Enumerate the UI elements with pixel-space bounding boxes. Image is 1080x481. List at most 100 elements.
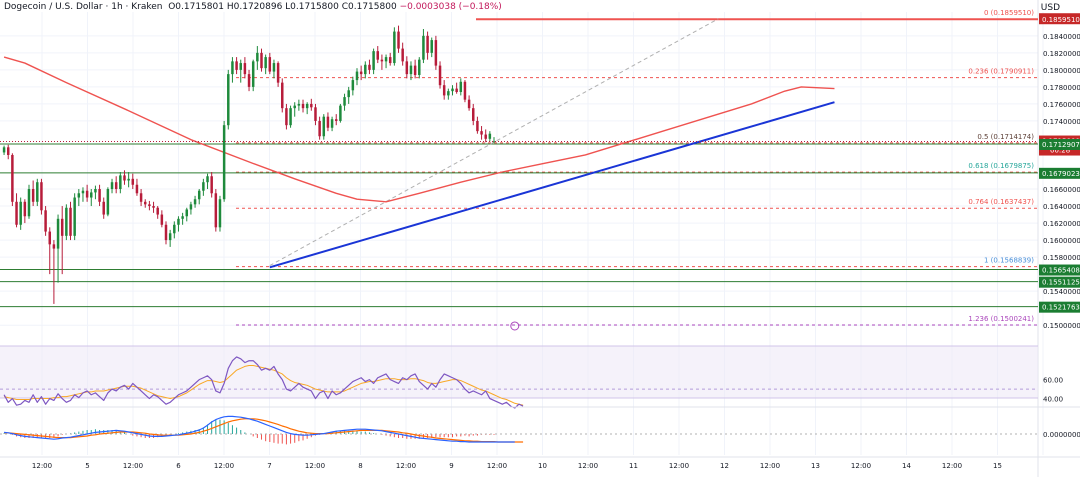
price-tick-label: 0.1660000 [1043, 186, 1080, 194]
candle-body [442, 85, 446, 96]
ohlc-low: L0.1715800 [285, 2, 339, 12]
candle-body [355, 71, 359, 81]
candle-body [281, 82, 284, 109]
price-tick-label: 0.1640000 [1043, 203, 1080, 211]
rsi-line [3, 356, 524, 409]
candle-body [384, 57, 388, 62]
candle-body [160, 214, 164, 225]
rsi-tick-label: 40.00 [1043, 396, 1063, 404]
candle-body [451, 88, 454, 92]
candle-body [264, 57, 267, 69]
candle-body [484, 134, 487, 139]
candle-body [52, 244, 56, 249]
level-price-badge [1039, 264, 1080, 276]
candle-body [293, 105, 296, 109]
candle-body [397, 31, 400, 49]
candle-body [305, 103, 309, 109]
candle-body [339, 105, 342, 121]
candle-body [214, 193, 218, 228]
macd-signal-line [4, 418, 524, 443]
candle-body [139, 193, 143, 202]
candle-body [222, 125, 226, 200]
candle-body [185, 209, 189, 217]
candle-body [388, 57, 392, 64]
candle-body [98, 189, 101, 202]
candle-body [102, 201, 105, 215]
time-tick-label: 12 [720, 462, 729, 470]
candle-body [60, 218, 64, 236]
candle-body [301, 103, 305, 109]
candle-body [272, 63, 276, 72]
candle-body [173, 224, 176, 234]
time-tick-label: 14 [902, 462, 911, 470]
time-tick-label: 10 [538, 462, 547, 470]
candle-body [94, 189, 97, 193]
level-price-badge [1039, 301, 1080, 313]
candle-body [297, 103, 301, 106]
candle-body [15, 201, 18, 225]
candle-body [90, 192, 93, 198]
candle-body [218, 199, 222, 228]
candle-body [368, 64, 371, 70]
time-tick-label: 7 [267, 462, 271, 470]
level-price-label: 0.1679023 [1042, 170, 1080, 178]
time-tick-label: 12:00 [851, 462, 871, 470]
candle-body [231, 61, 234, 75]
candle-body [11, 154, 14, 202]
candle-body [447, 91, 450, 96]
candle-body [143, 201, 147, 205]
price-tick-label: 0.1740000 [1043, 118, 1080, 126]
candle-body [401, 48, 404, 62]
candle-body [463, 81, 467, 100]
candle-body [334, 119, 338, 121]
candle-body [289, 108, 292, 126]
candle-body [455, 88, 458, 92]
candle-body [36, 182, 39, 202]
price-tick-label: 0.1780000 [1043, 84, 1080, 92]
time-tick-label: 12:00 [32, 462, 52, 470]
candle-body [322, 116, 326, 137]
candle-body [372, 51, 375, 70]
level-price-badge [1039, 276, 1080, 288]
candle-body [434, 40, 438, 66]
fib-level-label: 0.5 (0.1714174) [977, 133, 1034, 141]
time-tick-label: 12:00 [487, 462, 507, 470]
top-level-badge [1039, 13, 1080, 25]
candle-body [276, 63, 280, 83]
candle-body [243, 63, 247, 75]
candle-body [418, 59, 421, 75]
countdown-timer: 00:28 [1050, 147, 1070, 155]
candle-body [135, 184, 139, 194]
currency-label[interactable]: USD [1040, 3, 1060, 13]
candle-body [156, 207, 159, 215]
ohlc-open: O0.1715801 [168, 2, 224, 12]
candle-body [123, 175, 126, 181]
candle-body [256, 52, 259, 62]
candle-body [85, 190, 89, 198]
candle-body [206, 176, 209, 183]
candle-body [310, 103, 313, 108]
candle-body [488, 133, 492, 139]
price-tick-label: 0.1760000 [1043, 101, 1080, 109]
candle-body [27, 189, 31, 217]
symbol-name: Dogecoin / U.S. Dollar · 1h · Kraken [4, 2, 163, 12]
candle-body [239, 63, 242, 70]
candle-body [343, 97, 346, 106]
fib-level-label: 1 (0.1568839) [984, 257, 1034, 265]
candle-body [19, 201, 22, 225]
level-price-badge [1039, 167, 1080, 179]
candle-body [413, 65, 417, 75]
candle-body [235, 61, 238, 70]
lightning-alert-icon [510, 321, 520, 331]
candle-body [164, 224, 168, 241]
candle-body [110, 182, 114, 190]
candle-body [393, 31, 396, 64]
candle-body [31, 189, 35, 202]
time-tick-label: 12:00 [669, 462, 689, 470]
fib-level-label: 0.236 (0.1790911) [968, 68, 1034, 76]
symbol-legend: Dogecoin / U.S. Dollar · 1h · Kraken O0.… [4, 2, 502, 12]
candle-body [48, 231, 51, 245]
candle-body [467, 99, 471, 109]
candle-body [359, 71, 363, 75]
